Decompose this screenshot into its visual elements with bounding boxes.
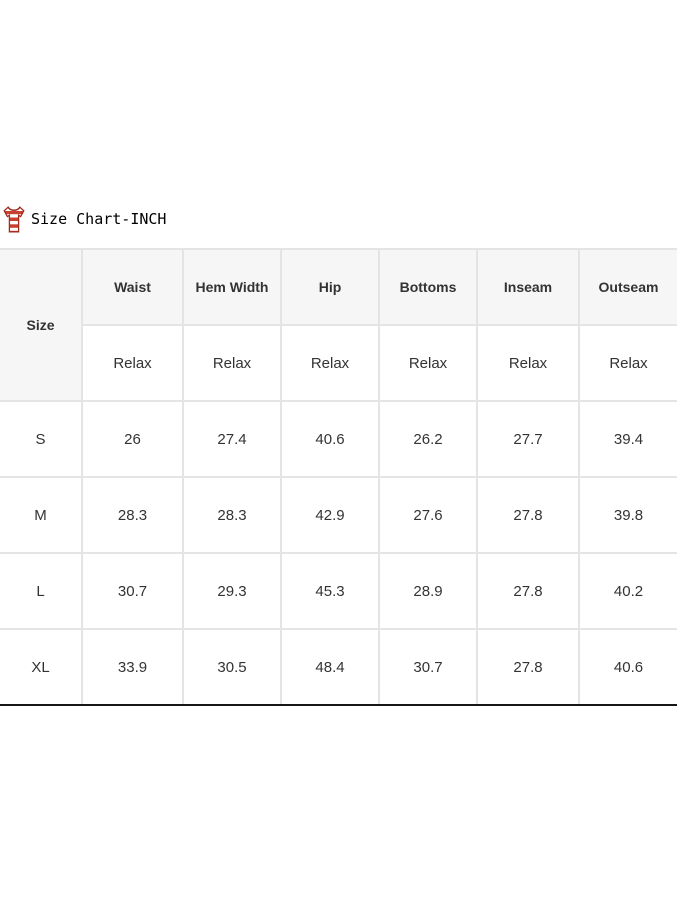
section-title-text: Size Chart-INCH [31, 210, 167, 228]
column-header-size: Size [0, 248, 83, 402]
column-header-waist: Waist [81, 248, 184, 326]
value-cell: 27.8 [476, 552, 580, 630]
value-cell: 27.8 [476, 628, 580, 706]
value-cell: 26.2 [378, 400, 478, 478]
column-header-outseam: Outseam [578, 248, 677, 326]
fit-cell-waist: Relax [81, 324, 184, 402]
value-cell: 27.7 [476, 400, 580, 478]
value-cell: 30.7 [378, 628, 478, 706]
column-header-bottoms: Bottoms [378, 248, 478, 326]
size-label: S [0, 400, 83, 478]
value-cell: 39.4 [578, 400, 677, 478]
value-cell: 27.6 [378, 476, 478, 554]
column-header-hip: Hip [280, 248, 380, 326]
header-row: Size Waist Hem Width Hip Bottoms Inseam … [0, 248, 677, 402]
fit-cell-hip: Relax [280, 324, 380, 402]
table-row-xl: XL 33.9 30.5 48.4 30.7 27.8 40.6 [0, 628, 677, 706]
value-cell: 29.3 [182, 552, 282, 630]
value-cell: 40.6 [280, 400, 380, 478]
table-row-m: M 28.3 28.3 42.9 27.6 27.8 39.8 [0, 476, 677, 554]
fit-cell-inseam: Relax [476, 324, 580, 402]
column-header-inseam: Inseam [476, 248, 580, 326]
value-cell: 42.9 [280, 476, 380, 554]
size-label: L [0, 552, 83, 630]
size-label: XL [0, 628, 83, 706]
size-label: M [0, 476, 83, 554]
column-header-hem-width: Hem Width [182, 248, 282, 326]
value-cell: 45.3 [280, 552, 380, 630]
value-cell: 48.4 [280, 628, 380, 706]
table-row-l: L 30.7 29.3 45.3 28.9 27.8 40.2 [0, 552, 677, 630]
fit-cell-outseam: Relax [578, 324, 677, 402]
size-chart-table: Size Waist Hem Width Hip Bottoms Inseam … [0, 248, 677, 706]
value-cell: 39.8 [578, 476, 677, 554]
fit-row: Relax Relax Relax Relax Relax Relax [0, 324, 677, 402]
value-cell: 28.3 [182, 476, 282, 554]
table-row-s: S 26 27.4 40.6 26.2 27.7 39.4 [0, 400, 677, 478]
value-cell: 30.5 [182, 628, 282, 706]
value-cell: 40.6 [578, 628, 677, 706]
section-title: Size Chart-INCH [3, 206, 166, 233]
value-cell: 28.3 [81, 476, 184, 554]
value-cell: 33.9 [81, 628, 184, 706]
value-cell: 27.8 [476, 476, 580, 554]
value-cell: 26 [81, 400, 184, 478]
tshirt-icon [3, 206, 25, 233]
value-cell: 40.2 [578, 552, 677, 630]
value-cell: 28.9 [378, 552, 478, 630]
value-cell: 27.4 [182, 400, 282, 478]
fit-cell-bottoms: Relax [378, 324, 478, 402]
value-cell: 30.7 [81, 552, 184, 630]
fit-cell-hem-width: Relax [182, 324, 282, 402]
